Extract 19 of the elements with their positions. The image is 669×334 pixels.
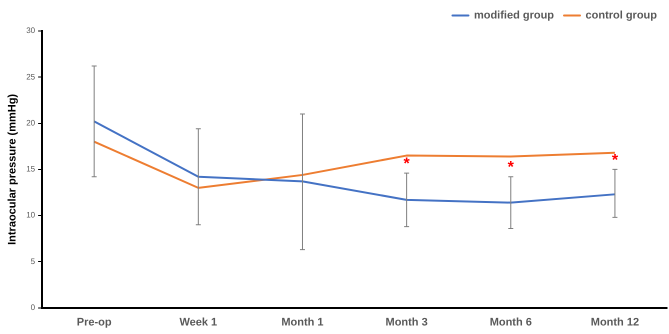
x-tick-label: Month 1 xyxy=(281,316,324,328)
annotation: * xyxy=(612,152,619,169)
y-tick-label: 20 xyxy=(26,118,36,128)
legend-label: control group xyxy=(586,10,658,22)
annotation: * xyxy=(404,155,411,172)
x-tick-label: Pre-op xyxy=(76,316,112,328)
x-tick-label: Month 6 xyxy=(490,316,532,328)
y-axis-title: Intraocular pressure (mmHg) xyxy=(6,94,19,245)
y-tick-label: 10 xyxy=(26,210,36,220)
y-tick-label: 0 xyxy=(30,303,36,312)
x-tick-label: Week 1 xyxy=(179,316,218,328)
annotation: * xyxy=(508,159,515,176)
y-tick-label: 30 xyxy=(26,26,36,36)
legend-label: modified group xyxy=(474,10,554,22)
x-tick-label: Month 3 xyxy=(386,316,428,328)
x-tick-label: Month 12 xyxy=(590,316,640,328)
y-tick-label: 25 xyxy=(26,72,36,82)
y-tick-label: 15 xyxy=(26,164,36,174)
y-tick-label: 5 xyxy=(30,256,36,266)
